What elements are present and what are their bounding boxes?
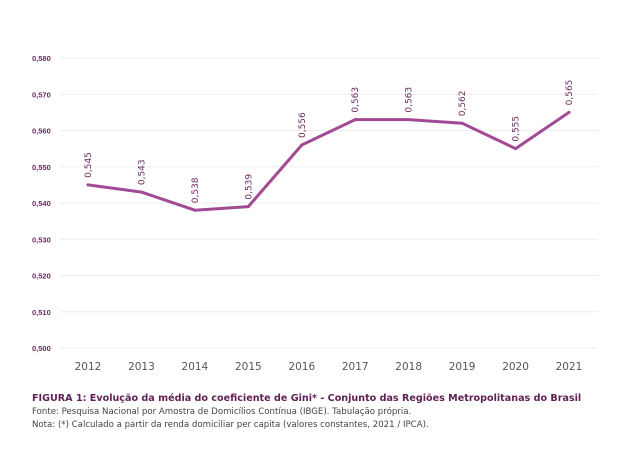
x-tick-label: 2013: [128, 361, 155, 373]
series-line-group: [86, 110, 571, 212]
data-label: 0,538: [191, 177, 201, 203]
data-point: [407, 118, 411, 122]
figure-note: Nota: (*) Calculado a partir da renda do…: [32, 420, 429, 430]
x-tick-label: 2014: [182, 361, 209, 373]
data-point: [460, 121, 464, 125]
data-label: 0,545: [84, 152, 94, 178]
data-point: [514, 147, 518, 151]
x-tick-label: 2017: [342, 361, 369, 373]
data-label: 0,563: [351, 87, 361, 113]
y-tick-label: 0,500: [32, 344, 51, 353]
y-tick-label: 0,530: [32, 235, 51, 244]
x-tick-label: 2021: [556, 361, 583, 373]
y-tick-label: 0,540: [32, 199, 51, 208]
data-label: 0,539: [244, 174, 254, 200]
gini-line-chart: 0,500 0,510 0,520 0,530 0,540 0,550 0,560 0,570…: [32, 54, 598, 373]
x-tick-label: 2020: [502, 361, 529, 373]
y-tick-label: 0,580: [32, 54, 51, 63]
data-label: 0,543: [137, 159, 147, 185]
data-point: [567, 110, 571, 114]
data-label: 0,565: [565, 80, 575, 106]
data-label: 0,562: [458, 90, 468, 116]
data-point: [86, 183, 90, 187]
x-tick-label: 2012: [75, 361, 102, 373]
y-tick-label: 0,550: [32, 163, 51, 172]
figure-caption: FIGURA 1: Evolução da média do coeficien…: [32, 393, 622, 433]
x-tick-label: 2018: [395, 361, 422, 373]
data-label: 0,556: [298, 112, 308, 138]
data-point: [353, 118, 357, 122]
data-point: [246, 205, 250, 209]
y-axis-ticks: 0,500 0,510 0,520 0,530 0,540 0,550 0,560 0,570…: [32, 54, 51, 353]
grid-lines: [60, 57, 598, 349]
x-tick-label: 2016: [288, 361, 315, 373]
series-line-gini: [86, 110, 571, 212]
data-labels: 0,545 0,543 0,538 0,539 0,556 0,563 0,563 0,562…: [84, 80, 575, 204]
y-tick-label: 0,560: [32, 127, 51, 136]
figure-source: Fonte: Pesquisa Nacional por Amostra de …: [32, 407, 412, 417]
x-axis-ticks: 2012 2013 2014 2015 2016 2017 2018 2019 2020 2021: [75, 361, 583, 373]
data-point: [193, 208, 197, 212]
x-tick-label: 2019: [449, 361, 476, 373]
y-tick-label: 0,570: [32, 90, 51, 99]
x-tick-label: 2015: [235, 361, 262, 373]
data-label: 0,555: [512, 116, 522, 142]
y-tick-label: 0,520: [32, 272, 51, 281]
data-point: [139, 190, 143, 194]
data-label: 0,563: [405, 87, 415, 113]
y-tick-label: 0,510: [32, 308, 51, 317]
data-point: [300, 143, 304, 147]
figure-title: FIGURA 1: Evolução da média do coeficien…: [32, 393, 582, 404]
